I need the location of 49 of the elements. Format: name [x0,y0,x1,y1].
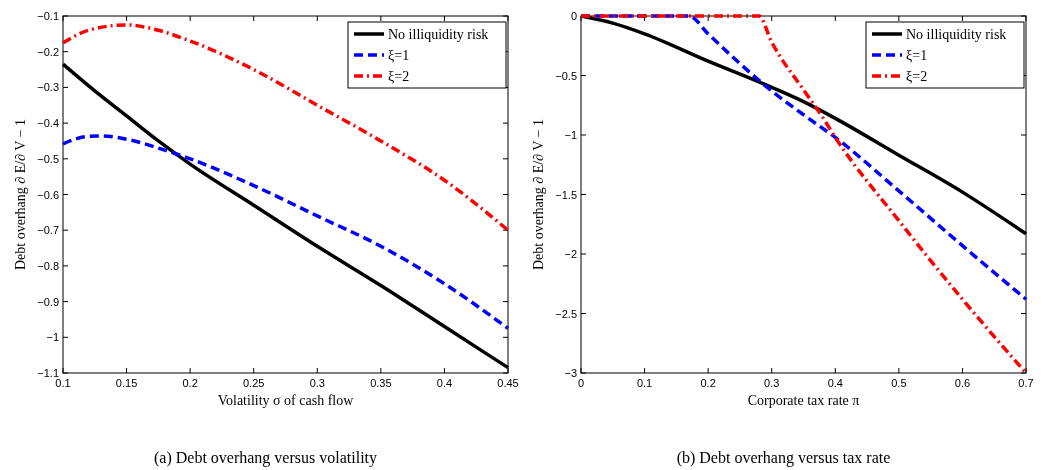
x-tick-label: 0.6 [954,377,971,389]
x-tick-label: 0.45 [497,377,519,389]
x-tick-label: 0.3 [764,377,780,389]
legend-label: ξ=2 [388,69,410,84]
y-tick-label: −0.6 [37,188,59,201]
y-tick-label: −0.5 [555,69,577,82]
y-tick-label: −0.8 [37,259,59,272]
y-tick-label: −0.9 [37,295,59,308]
line-series [61,134,510,331]
x-tick-label: 0.2 [182,377,198,389]
y-axis-title: Debt overhang ∂ E/∂ V − 1 [13,118,28,271]
x-tick-label: 0.15 [115,377,138,389]
text: (b) Debt overhang versus tax rate [676,449,891,467]
legend-label: No illiquidity risk [906,27,1007,42]
y-tick-label: −0.1 [37,10,59,22]
legend-label: ξ=1 [388,48,410,63]
y-tick-label: −0.7 [37,224,59,237]
x-tick-label: 0.4 [436,377,453,389]
line-series [61,23,510,232]
x-tick-label: 0 [577,377,585,389]
y-tick-label: −0.4 [37,117,59,130]
x-axis-title: Volatility σ of cash flow [217,393,355,408]
y-tick-label: −1 [564,129,577,141]
text: (a) Debt overhang versus volatility [153,449,378,467]
y-axis-title: Debt overhang ∂ E/∂ V − 1 [531,118,546,271]
x-tick-label: 0.4 [827,377,843,389]
y-tick-label: −2 [564,248,577,260]
line-series [579,14,1028,375]
legend-label: ξ=1 [906,48,928,63]
y-tick-label: −1 [46,331,59,344]
y-tick-label: −1.1 [37,367,59,379]
x-tick-label: 0.7 [1018,377,1034,389]
y-tick-label: −2.5 [555,307,577,320]
y-tick-label: −3 [564,367,577,379]
x-tick-label: 0.5 [891,377,907,389]
x-axis-title: Corporate tax rate π [747,393,860,408]
y-tick-label: −1.5 [555,188,577,201]
legend-label: No illiquidity risk [388,27,489,42]
legend-label: ξ=2 [906,69,928,84]
x-tick-label: 0.25 [243,377,265,389]
y-tick-label: −0.2 [37,45,59,58]
x-tick-label: 0.3 [309,377,325,389]
x-tick-label: 0.1 [55,377,71,389]
y-tick-label: −0.3 [37,81,59,94]
y-tick-label: 0 [570,10,577,22]
x-tick-label: 0.2 [700,377,716,389]
x-tick-label: 0.35 [370,377,392,389]
x-tick-label: 0.1 [636,377,653,389]
y-tick-label: −0.5 [37,152,59,165]
